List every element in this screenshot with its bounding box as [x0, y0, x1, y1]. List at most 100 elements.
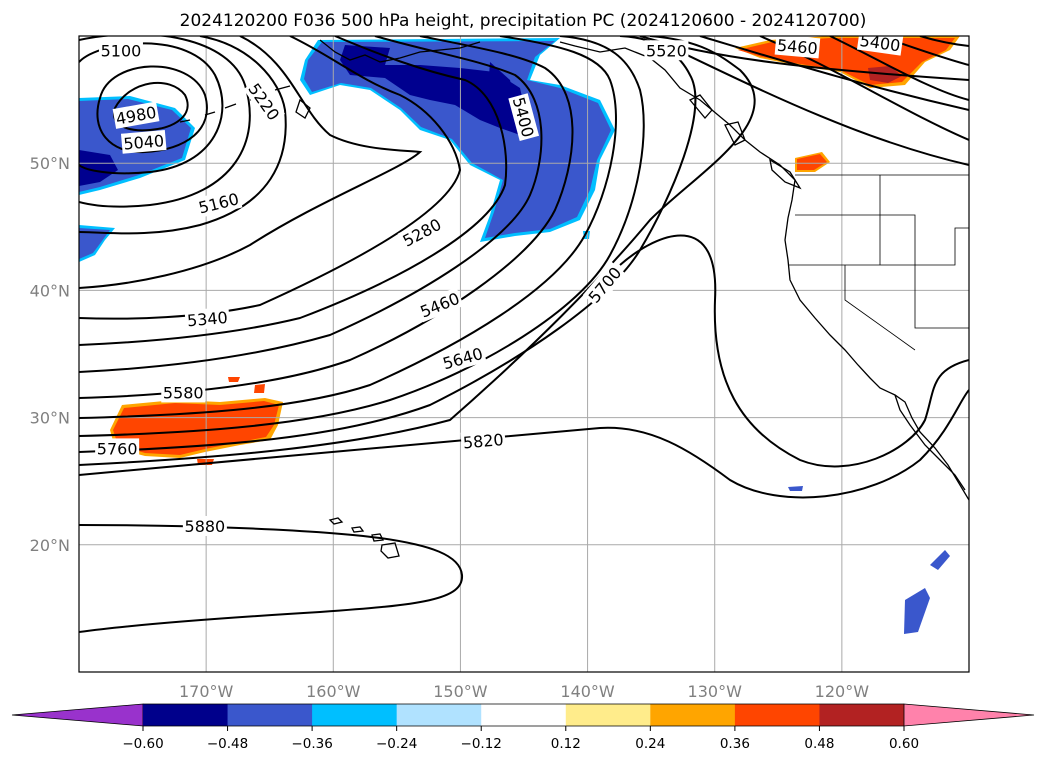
contour-label-bg: [508, 93, 540, 141]
colorbar-swatch-4: [481, 704, 567, 726]
contour-label-bg: [161, 382, 206, 403]
contour-label-bg: [415, 287, 464, 323]
contour-label-bg: [460, 428, 507, 453]
contour-label-15: 5760: [95, 438, 140, 459]
contour-label-7: 5520: [644, 40, 689, 61]
map-frame: [78, 35, 970, 673]
contour-label-1: 4980: [112, 101, 160, 129]
colorbar-swatch-7: [734, 704, 820, 726]
colorbar-tick-label-0: −0.60: [122, 736, 163, 752]
precip-region-east-pacific-2: [930, 550, 950, 570]
coastline-north-america: [559, 41, 969, 501]
lon-label-3: 140°W: [560, 682, 615, 701]
contour-label-bg: [182, 515, 227, 536]
contour-label-bg: [95, 438, 140, 459]
contour-label-17: 5880: [182, 515, 227, 536]
colorbar-swatch-8: [819, 704, 905, 726]
colorbar-tick-label-5: 0.12: [551, 736, 581, 752]
colorbar-tick-label-3: −0.24: [376, 736, 417, 752]
contour-label-text: 5760: [97, 439, 138, 458]
contour-north-4: [829, 36, 969, 101]
coastline-aleutians: [179, 85, 291, 123]
colorbar: −0.60 −0.48 −0.36 −0.24 −0.12 0.12 0.24 0.36 0.4…: [11, 703, 1035, 752]
contour-label-16: 5820: [460, 428, 507, 453]
contour-label-bg: [774, 36, 821, 59]
contour-north-7: [659, 41, 969, 166]
contour-label-text: 5100: [101, 41, 142, 60]
contour-label-text: 5400: [859, 31, 902, 55]
colorbar-tick-label-6: 0.24: [635, 736, 665, 752]
contour-5400: [79, 36, 508, 346]
contour-label-10: 5340: [184, 306, 231, 331]
colorbar-extend-min: [11, 703, 144, 727]
contour-north-6: [919, 36, 969, 47]
precip-region-east-pacific-1: [904, 588, 930, 634]
lon-label-0: 170°W: [179, 682, 234, 701]
contour-north-2: [699, 36, 969, 111]
contour-label-bg: [582, 261, 627, 308]
colorbar-tick-label-8: 0.48: [804, 736, 834, 752]
contour-5280: [79, 36, 423, 289]
lat-label-3: 50°N: [30, 154, 70, 173]
contour-label-bg: [438, 342, 487, 374]
contour-5700-ridge: [619, 234, 969, 468]
contour-5460: [79, 36, 543, 373]
contour-label-bg: [184, 306, 231, 331]
contour-label-text: 5460: [776, 36, 818, 58]
border-states: [788, 175, 969, 351]
precip-region-east-pacific-3: [788, 486, 803, 491]
colorbar-tick-label-7: 0.36: [720, 736, 750, 752]
lat-label-1: 30°N: [30, 409, 70, 428]
contour-5520: [79, 36, 574, 399]
colorbar-extend-max: [903, 703, 1035, 727]
precip-region-aleutian: [79, 228, 110, 259]
contour-label-0: 5100: [98, 40, 143, 61]
contour-label-bg: [397, 213, 446, 252]
contour-5880: [79, 524, 464, 633]
contour-label-text: 5520: [646, 41, 687, 60]
contour-label-bg: [243, 77, 285, 126]
lon-label-2: 150°W: [433, 682, 488, 701]
contour-label-text: 5580: [163, 383, 204, 402]
contour-label-bg: [112, 101, 160, 129]
longitude-labels: 170°W 160°W 150°W 140°W 130°W 120°W: [179, 682, 869, 701]
colorbar-swatch-2: [312, 704, 398, 726]
contour-label-2: 5040: [120, 129, 167, 154]
precip-region-gulf-alaska: [304, 41, 611, 238]
coastline-hawaii: [328, 517, 400, 559]
colorbar-tick-label-1: −0.48: [207, 736, 248, 752]
contour-label-8: 5460: [774, 36, 821, 59]
contour-5160: [79, 36, 251, 208]
coastline-alaska-peninsula: [319, 39, 481, 63]
contour-label-text: 5040: [123, 131, 165, 153]
figure-title: 2024120200 F036 500 hPa height, precipit…: [180, 11, 867, 31]
contour-5040: [96, 65, 208, 154]
colorbar-swatch-0: [143, 704, 229, 726]
contour-label-bg: [98, 40, 143, 61]
contour-label-bg: [644, 40, 689, 61]
coastline-baja: [894, 394, 966, 491]
colorbar-swatch-5: [565, 704, 651, 726]
coastline-islands-bc: [688, 94, 746, 146]
lon-label-4: 130°W: [688, 682, 743, 701]
contour-label-text: 5880: [185, 517, 226, 536]
colorbar-tick-label-2: −0.36: [291, 736, 332, 752]
lon-label-1: 160°W: [306, 682, 361, 701]
lon-label-5: 120°W: [815, 682, 870, 701]
colorbar-swatch-1: [227, 704, 313, 726]
contour-label-14: 5580: [161, 382, 206, 403]
colorbar-tick-label-9: 0.60: [889, 736, 919, 752]
contour-label-text: 5340: [186, 308, 228, 330]
contour-5580: [79, 36, 617, 419]
precip-region-small-2: [228, 377, 240, 382]
precip-region-vancouver: [797, 154, 827, 170]
precipitation-shading: [79, 36, 960, 634]
lat-label-2: 40°N: [30, 281, 70, 300]
precip-region-small-3: [254, 384, 265, 393]
contour-5220: [79, 36, 287, 235]
colorbar-outline: [143, 703, 904, 727]
coastlines: [179, 39, 969, 559]
